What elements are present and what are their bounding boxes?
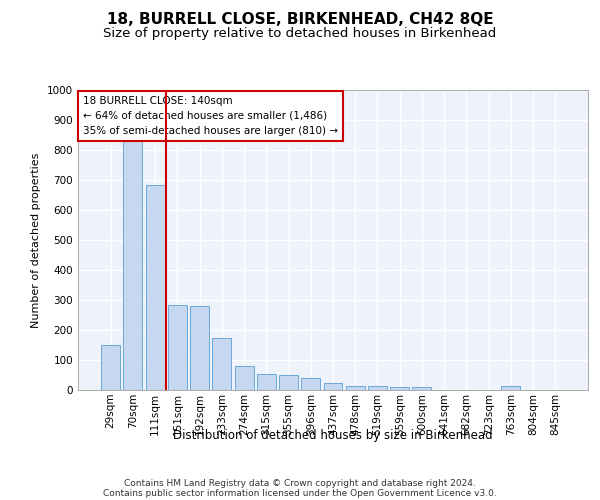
Bar: [235, 366, 254, 390]
Bar: [212, 338, 231, 390]
Text: Contains public sector information licensed under the Open Government Licence v3: Contains public sector information licen…: [103, 488, 497, 498]
Bar: [346, 386, 365, 390]
Bar: [412, 386, 431, 390]
Text: 18, BURRELL CLOSE, BIRKENHEAD, CH42 8QE: 18, BURRELL CLOSE, BIRKENHEAD, CH42 8QE: [107, 12, 493, 28]
Bar: [502, 386, 520, 390]
Bar: [124, 141, 142, 390]
Bar: [368, 386, 387, 390]
Text: Contains HM Land Registry data © Crown copyright and database right 2024.: Contains HM Land Registry data © Crown c…: [124, 478, 476, 488]
Bar: [323, 384, 343, 390]
Bar: [257, 374, 276, 390]
Bar: [101, 345, 120, 390]
Y-axis label: Number of detached properties: Number of detached properties: [31, 152, 41, 328]
Bar: [301, 378, 320, 390]
Bar: [168, 304, 187, 390]
Bar: [279, 375, 298, 390]
Text: Size of property relative to detached houses in Birkenhead: Size of property relative to detached ho…: [103, 28, 497, 40]
Text: Distribution of detached houses by size in Birkenhead: Distribution of detached houses by size …: [173, 428, 493, 442]
Bar: [390, 386, 409, 390]
Bar: [146, 184, 164, 390]
Text: 18 BURRELL CLOSE: 140sqm
← 64% of detached houses are smaller (1,486)
35% of sem: 18 BURRELL CLOSE: 140sqm ← 64% of detach…: [83, 96, 338, 136]
Bar: [190, 306, 209, 390]
